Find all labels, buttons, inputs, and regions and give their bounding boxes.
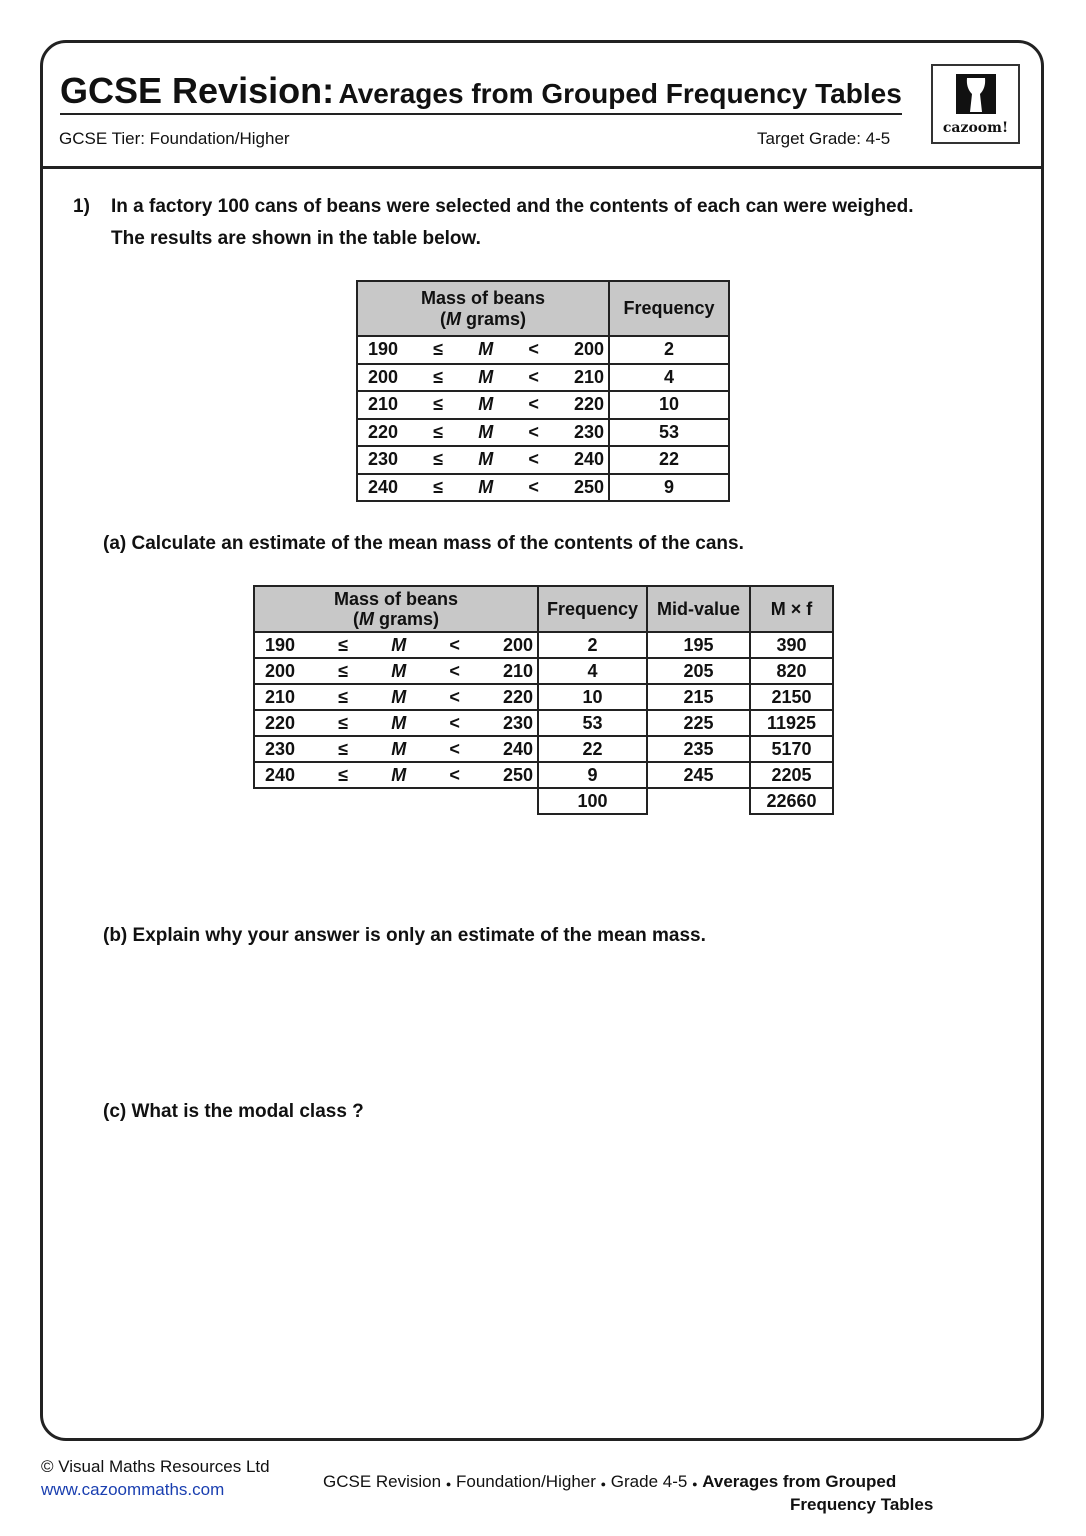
title-sub: Averages from Grouped Frequency Tables [338,78,902,109]
table-row: 190 ≤ M <200 2 [356,335,730,365]
mid-value-header: Mid-value [646,585,751,633]
title-main: GCSE Revision: [60,70,335,111]
table-row: 220 ≤ M <230 53 225 11925 [253,709,834,737]
table-row: 210 ≤ M <220 10 [356,390,730,420]
frequency-table: Mass of beans (M grams) Frequency 190 ≤ M <20… [356,280,730,502]
mass-header: Mass of beans (M grams) [253,585,539,633]
mass-header: Mass of beans (M grams) [356,280,610,337]
copyright: © Visual Maths Resources Ltd [41,1457,270,1476]
working-table: Mass of beans (M grams) Frequency Mid-value… [253,585,834,815]
tier-label: GCSE Tier: Foundation/Higher [59,129,290,148]
total-mxf: 22660 [749,787,834,815]
table-row: 200 ≤ M <210 4 205 820 [253,657,834,685]
total-row: 100 22660 [254,787,834,815]
frequency-header: Frequency [537,585,648,633]
drum-icon [956,74,996,114]
website-link[interactable]: www.cazoommaths.com [41,1480,225,1499]
table-row: 240 ≤ M <250 9 [356,472,730,502]
cazoom-logo: cazoom! [931,64,1020,144]
question-number: 1) [73,196,90,217]
table-row: 190 ≤ M <200 2 195 390 [253,631,834,659]
footer-info: GCSE Revision ● Foundation/Higher ● Grad… [323,1472,897,1491]
table-row: 210 ≤ M <220 10 215 2150 [253,683,834,711]
question-text-2: The results are shown in the table below… [111,228,481,249]
table-row: 230 ≤ M <240 22 [356,445,730,475]
table-row: 230 ≤ M <240 22 235 5170 [253,735,834,763]
table-row: 200 ≤ M <210 4 [356,362,730,392]
header-divider [42,166,1042,169]
part-b: (b) Explain why your answer is only an e… [103,925,706,946]
page-frame [40,40,1044,1441]
table-row: 240 ≤ M <250 9 245 2205 [253,761,834,789]
part-c: (c) What is the modal class ? [103,1101,364,1122]
mxf-header: M × f [749,585,834,633]
table-row: 220 ≤ M <230 53 [356,417,730,447]
question-text-1: In a factory 100 cans of beans were sele… [111,196,914,217]
part-a: (a) Calculate an estimate of the mean ma… [103,533,744,554]
grade-label: Target Grade: 4-5 [757,129,891,148]
page-title: GCSE Revision: Averages from Grouped Fre… [60,70,902,115]
total-frequency: 100 [537,787,648,815]
frequency-header: Frequency [608,280,730,337]
footer-topic-2: Frequency Tables [790,1495,934,1514]
